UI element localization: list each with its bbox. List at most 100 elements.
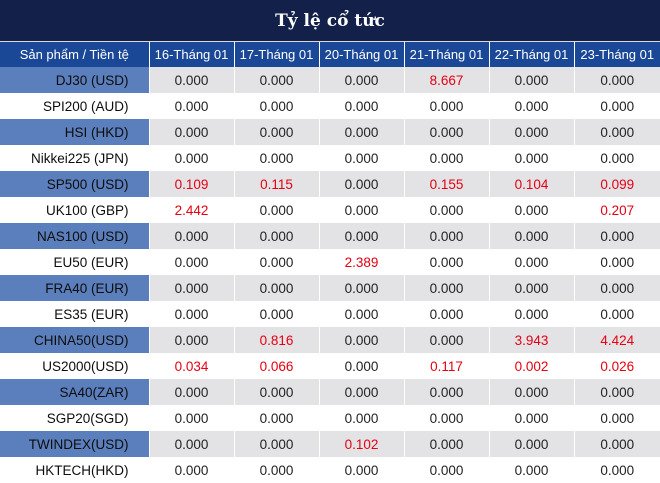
column-header-date: 20-Tháng 01 — [319, 42, 405, 67]
dividend-value-cell: 0.000 — [234, 405, 320, 431]
dividend-value-cell: 0.000 — [234, 119, 320, 145]
dividend-value-cell: 0.000 — [404, 301, 490, 327]
table-row: EU50 (EUR) 0.000 0.000 2.389 0.000 0.000 0.000 — [0, 249, 660, 275]
dividend-value-cell: 2.389 — [319, 249, 405, 275]
dividend-value-cell: 0.000 — [574, 379, 660, 405]
dividend-value-cell: 3.943 — [489, 327, 575, 353]
dividend-value-cell: 0.000 — [234, 223, 320, 249]
dividend-value-cell: 0.000 — [489, 145, 575, 171]
product-cell: US2000(USD) — [0, 353, 150, 379]
dividend-value-cell: 0.000 — [574, 405, 660, 431]
dividend-value-cell: 0.000 — [234, 431, 320, 457]
dividend-value-cell: 0.000 — [489, 405, 575, 431]
dividend-value-cell: 0.104 — [489, 171, 575, 197]
dividend-value-cell: 0.000 — [234, 67, 320, 93]
dividend-value-cell: 0.000 — [489, 431, 575, 457]
dividend-value-cell: 0.000 — [319, 327, 405, 353]
dividend-value-cell: 0.000 — [489, 457, 575, 483]
dividend-value-cell: 0.000 — [574, 249, 660, 275]
dividend-value-cell: 0.000 — [574, 119, 660, 145]
dividend-value-cell: 0.102 — [319, 431, 405, 457]
dividend-value-cell: 0.000 — [319, 353, 405, 379]
product-cell: Nikkei225 (JPN) — [0, 145, 150, 171]
dividend-value-cell: 0.000 — [149, 405, 235, 431]
dividend-value-cell: 0.000 — [319, 67, 405, 93]
table-row: DJ30 (USD) 0.000 0.000 0.000 8.667 0.000 0.000 — [0, 67, 660, 93]
dividend-value-cell: 0.000 — [319, 223, 405, 249]
dividend-value-cell: 0.000 — [234, 457, 320, 483]
dividend-value-cell: 0.000 — [149, 275, 235, 301]
product-cell: CHINA50(USD) — [0, 327, 150, 353]
column-header-date: 23-Tháng 01 — [574, 42, 660, 67]
product-cell: HSI (HKD) — [0, 119, 150, 145]
dividend-value-cell: 2.442 — [149, 197, 235, 223]
dividend-value-cell: 0.000 — [149, 431, 235, 457]
product-cell: SA40(ZAR) — [0, 379, 150, 405]
dividend-value-cell: 0.000 — [234, 301, 320, 327]
dividend-value-cell: 0.000 — [234, 275, 320, 301]
dividend-value-cell: 0.000 — [404, 119, 490, 145]
dividend-value-cell: 0.000 — [489, 275, 575, 301]
dividend-value-cell: 0.000 — [319, 379, 405, 405]
dividend-value-cell: 8.667 — [404, 67, 490, 93]
dividend-value-cell: 0.000 — [404, 275, 490, 301]
dividend-value-cell: 0.000 — [234, 249, 320, 275]
dividend-value-cell: 0.000 — [149, 93, 235, 119]
dividend-value-cell: 0.000 — [404, 327, 490, 353]
dividend-value-cell: 0.000 — [404, 249, 490, 275]
dividend-value-cell: 0.000 — [489, 67, 575, 93]
product-cell: DJ30 (USD) — [0, 67, 150, 93]
table-row: Nikkei225 (JPN) 0.000 0.000 0.000 0.000 0.000… — [0, 145, 660, 171]
dividend-value-cell: 0.000 — [574, 93, 660, 119]
dividend-value-cell: 0.117 — [404, 353, 490, 379]
dividend-value-cell: 0.000 — [574, 223, 660, 249]
table-row: FRA40 (EUR) 0.000 0.000 0.000 0.000 0.000 0.00… — [0, 275, 660, 301]
product-cell: SPI200 (AUD) — [0, 93, 150, 119]
table-row: HKTECH(HKD) 0.000 0.000 0.000 0.000 0.000 0.00… — [0, 457, 660, 483]
dividend-value-cell: 0.000 — [234, 197, 320, 223]
dividend-value-cell: 0.000 — [489, 119, 575, 145]
dividend-value-cell: 0.000 — [319, 405, 405, 431]
dividend-value-cell: 0.000 — [489, 249, 575, 275]
table-row: SP500 (USD) 0.109 0.115 0.000 0.155 0.104 0.09… — [0, 171, 660, 197]
table-row: ES35 (EUR) 0.000 0.000 0.000 0.000 0.000 0.000 — [0, 301, 660, 327]
table-row: TWINDEX(USD) 0.000 0.000 0.102 0.000 0.000 0.0… — [0, 431, 660, 457]
dividend-value-cell: 0.000 — [404, 223, 490, 249]
dividend-table: Sản phẩm / Tiền tệ 16-Tháng 01 17-Tháng … — [0, 42, 660, 483]
product-cell: NAS100 (USD) — [0, 223, 150, 249]
column-header-date: 17-Tháng 01 — [234, 42, 320, 67]
dividend-value-cell: 0.000 — [319, 119, 405, 145]
table-row: HSI (HKD) 0.000 0.000 0.000 0.000 0.000 0.000 — [0, 119, 660, 145]
dividend-value-cell: 0.002 — [489, 353, 575, 379]
dividend-value-cell: 0.000 — [149, 145, 235, 171]
product-cell: UK100 (GBP) — [0, 197, 150, 223]
dividend-value-cell: 0.000 — [574, 275, 660, 301]
product-cell: FRA40 (EUR) — [0, 275, 150, 301]
table-header-row: Sản phẩm / Tiền tệ 16-Tháng 01 17-Tháng … — [0, 42, 660, 67]
dividend-value-cell: 0.000 — [319, 93, 405, 119]
dividend-value-cell: 0.115 — [234, 171, 320, 197]
dividend-value-cell: 0.000 — [149, 67, 235, 93]
table-row: US2000(USD) 0.034 0.066 0.000 0.117 0.002 0.02… — [0, 353, 660, 379]
table-row: SPI200 (AUD) 0.000 0.000 0.000 0.000 0.000 0.0… — [0, 93, 660, 119]
product-cell: ES35 (EUR) — [0, 301, 150, 327]
dividend-value-cell: 0.000 — [234, 379, 320, 405]
dividend-value-cell: 0.000 — [489, 379, 575, 405]
dividend-value-cell: 0.000 — [574, 301, 660, 327]
dividend-value-cell: 0.000 — [319, 171, 405, 197]
dividend-value-cell: 0.000 — [574, 145, 660, 171]
table-row: SGP20(SGD) 0.000 0.000 0.000 0.000 0.000 0.000 — [0, 405, 660, 431]
dividend-value-cell: 0.000 — [319, 457, 405, 483]
dividend-value-cell: 0.000 — [149, 301, 235, 327]
dividend-value-cell: 0.000 — [489, 93, 575, 119]
dividend-value-cell: 0.000 — [574, 457, 660, 483]
dividend-value-cell: 0.000 — [319, 145, 405, 171]
dividend-value-cell: 0.207 — [574, 197, 660, 223]
dividend-value-cell: 0.000 — [149, 457, 235, 483]
product-cell: TWINDEX(USD) — [0, 431, 150, 457]
column-header-product: Sản phẩm / Tiền tệ — [0, 42, 150, 67]
dividend-value-cell: 0.000 — [149, 119, 235, 145]
product-cell: HKTECH(HKD) — [0, 457, 150, 483]
dividend-value-cell: 0.000 — [319, 275, 405, 301]
